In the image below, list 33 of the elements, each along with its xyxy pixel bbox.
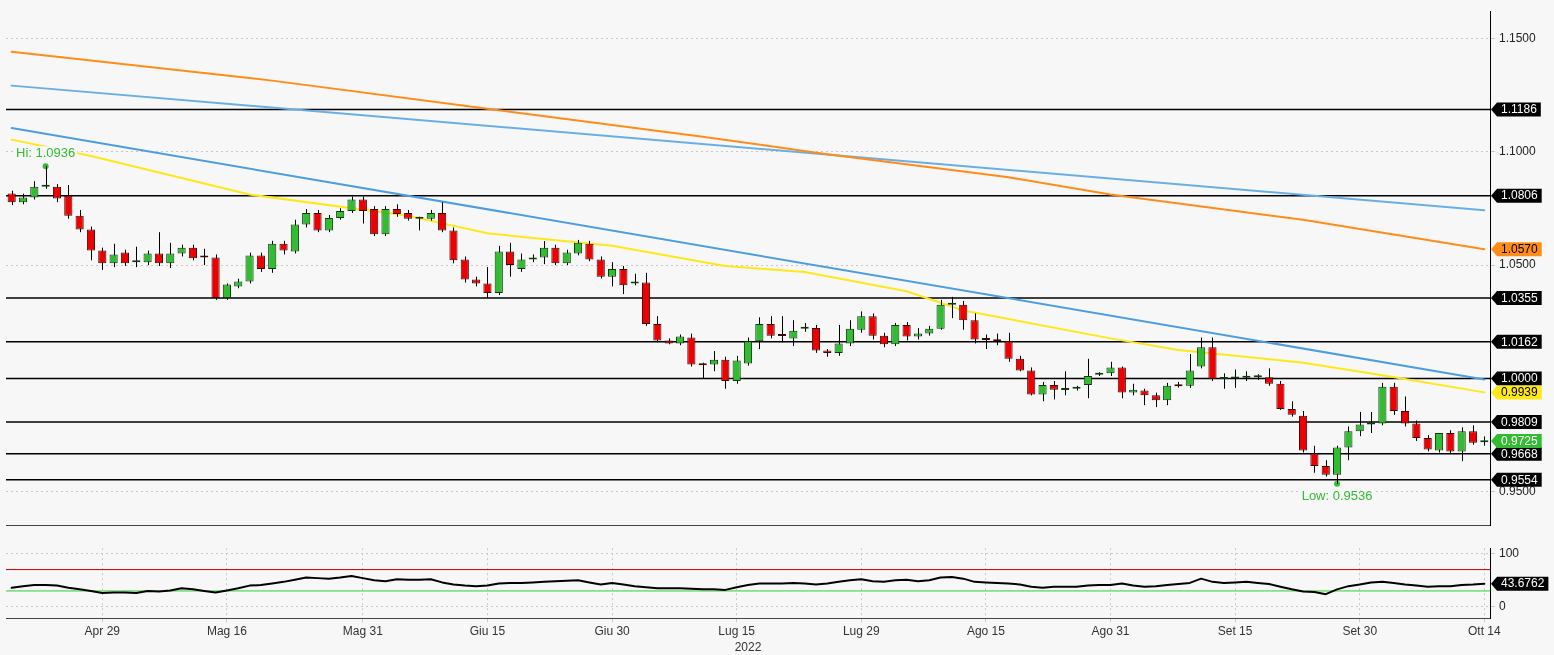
- ref-line-label: 1.0162: [1501, 334, 1539, 349]
- ref-line-label: 0.9809: [1501, 414, 1539, 429]
- x-tick-label: Ott 14: [1467, 623, 1501, 638]
- data-label: 0.9939: [1501, 385, 1539, 400]
- x-tick-label: Apr 29: [84, 623, 121, 638]
- ref-line-label: 1.0355: [1501, 290, 1539, 305]
- y-tick-label: 100: [1499, 545, 1520, 560]
- x-tick-label: Ago 31: [1091, 623, 1130, 638]
- x-tick-label: Lug 29: [842, 623, 880, 638]
- x-tick-label: Set 30: [1342, 623, 1378, 638]
- y-tick-label: 1.1000: [1499, 143, 1537, 158]
- x-axis-title: 2022: [734, 640, 762, 655]
- text: 0.9725: [1501, 433, 1539, 448]
- ref-line-label: 1.1186: [1501, 102, 1538, 117]
- y-tick-label: 0: [1499, 599, 1506, 614]
- ref-line-label: 0.9668: [1501, 446, 1539, 461]
- annotation: Hi: 1.0936: [16, 145, 76, 161]
- ref-line-label: 0.9554: [1501, 472, 1539, 487]
- x-tick-label: Giu 30: [594, 623, 631, 638]
- x-tick-label: Lug 15: [718, 623, 756, 638]
- annotation: Low: 0.9536: [1301, 487, 1373, 503]
- y-tick-label: 0.9500: [1499, 484, 1537, 499]
- data-label: 43.6762: [1501, 576, 1545, 591]
- y-tick-label: 1.0500: [1499, 257, 1537, 272]
- x-tick-label: Giu 15: [469, 623, 506, 638]
- ref-line-label: 1.0000: [1501, 371, 1539, 386]
- x-tick-label: Mag 16: [206, 623, 248, 638]
- data-label: 1.0570: [1501, 242, 1539, 257]
- x-tick-label: Set 15: [1217, 623, 1253, 638]
- x-tick-label: Mag 31: [342, 623, 384, 638]
- ref-line-label: 1.0806: [1501, 188, 1539, 203]
- y-tick-label: 1.1500: [1499, 30, 1537, 45]
- x-tick-label: Ago 15: [966, 623, 1006, 638]
